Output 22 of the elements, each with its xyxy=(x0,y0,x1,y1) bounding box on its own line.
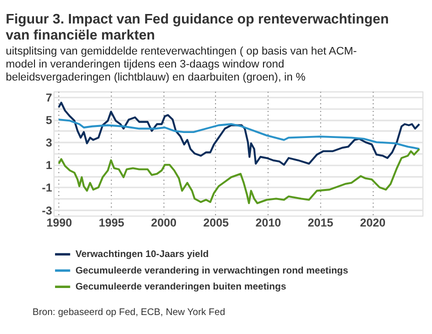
x-tick-label: 2000 xyxy=(150,218,176,230)
line-series xyxy=(58,102,420,166)
x-tick-label: 2005 xyxy=(203,218,230,230)
y-tick-label: 7 xyxy=(46,92,52,104)
y-tick-label: 5 xyxy=(46,114,53,127)
y-tick-label: 3 xyxy=(46,137,52,150)
legend-label: Gecumuleerde veranderingen buiten meetings xyxy=(76,282,286,293)
legend-label: Verwachtingen 10-Jaars yield xyxy=(76,249,209,260)
x-tick-label: 1995 xyxy=(98,218,125,230)
x-tick-label: 2020 xyxy=(360,218,386,230)
y-tick-label: 1 xyxy=(46,160,53,172)
legend-label: Gecumuleerde verandering in verwachtingen rond meetings xyxy=(76,265,348,276)
x-tick-label: 2010 xyxy=(256,218,281,230)
x-tick-label: 1990 xyxy=(46,218,72,230)
chart-subtitle: uitsplitsing van gemiddelde renteverwachtingen ( op basis van het ACM-model in veranderingen tijdens een 3-daags window rond beleidsvergaderingen (lichtblauw) en daarbuiten (groen), in % xyxy=(6,45,358,84)
line-series xyxy=(58,118,420,150)
chart-title: Figuur 3. Impact van Fed guidance op renteverwachtingen van financiële markten xyxy=(6,10,389,43)
x-tick-label: 2015 xyxy=(308,218,334,230)
y-tick-label: -1 xyxy=(42,182,53,195)
y-tick-label: -3 xyxy=(42,205,52,218)
text: Bron: gebaseerd op Fed, ECB, New York Fed xyxy=(32,307,226,318)
line-series xyxy=(58,148,420,204)
